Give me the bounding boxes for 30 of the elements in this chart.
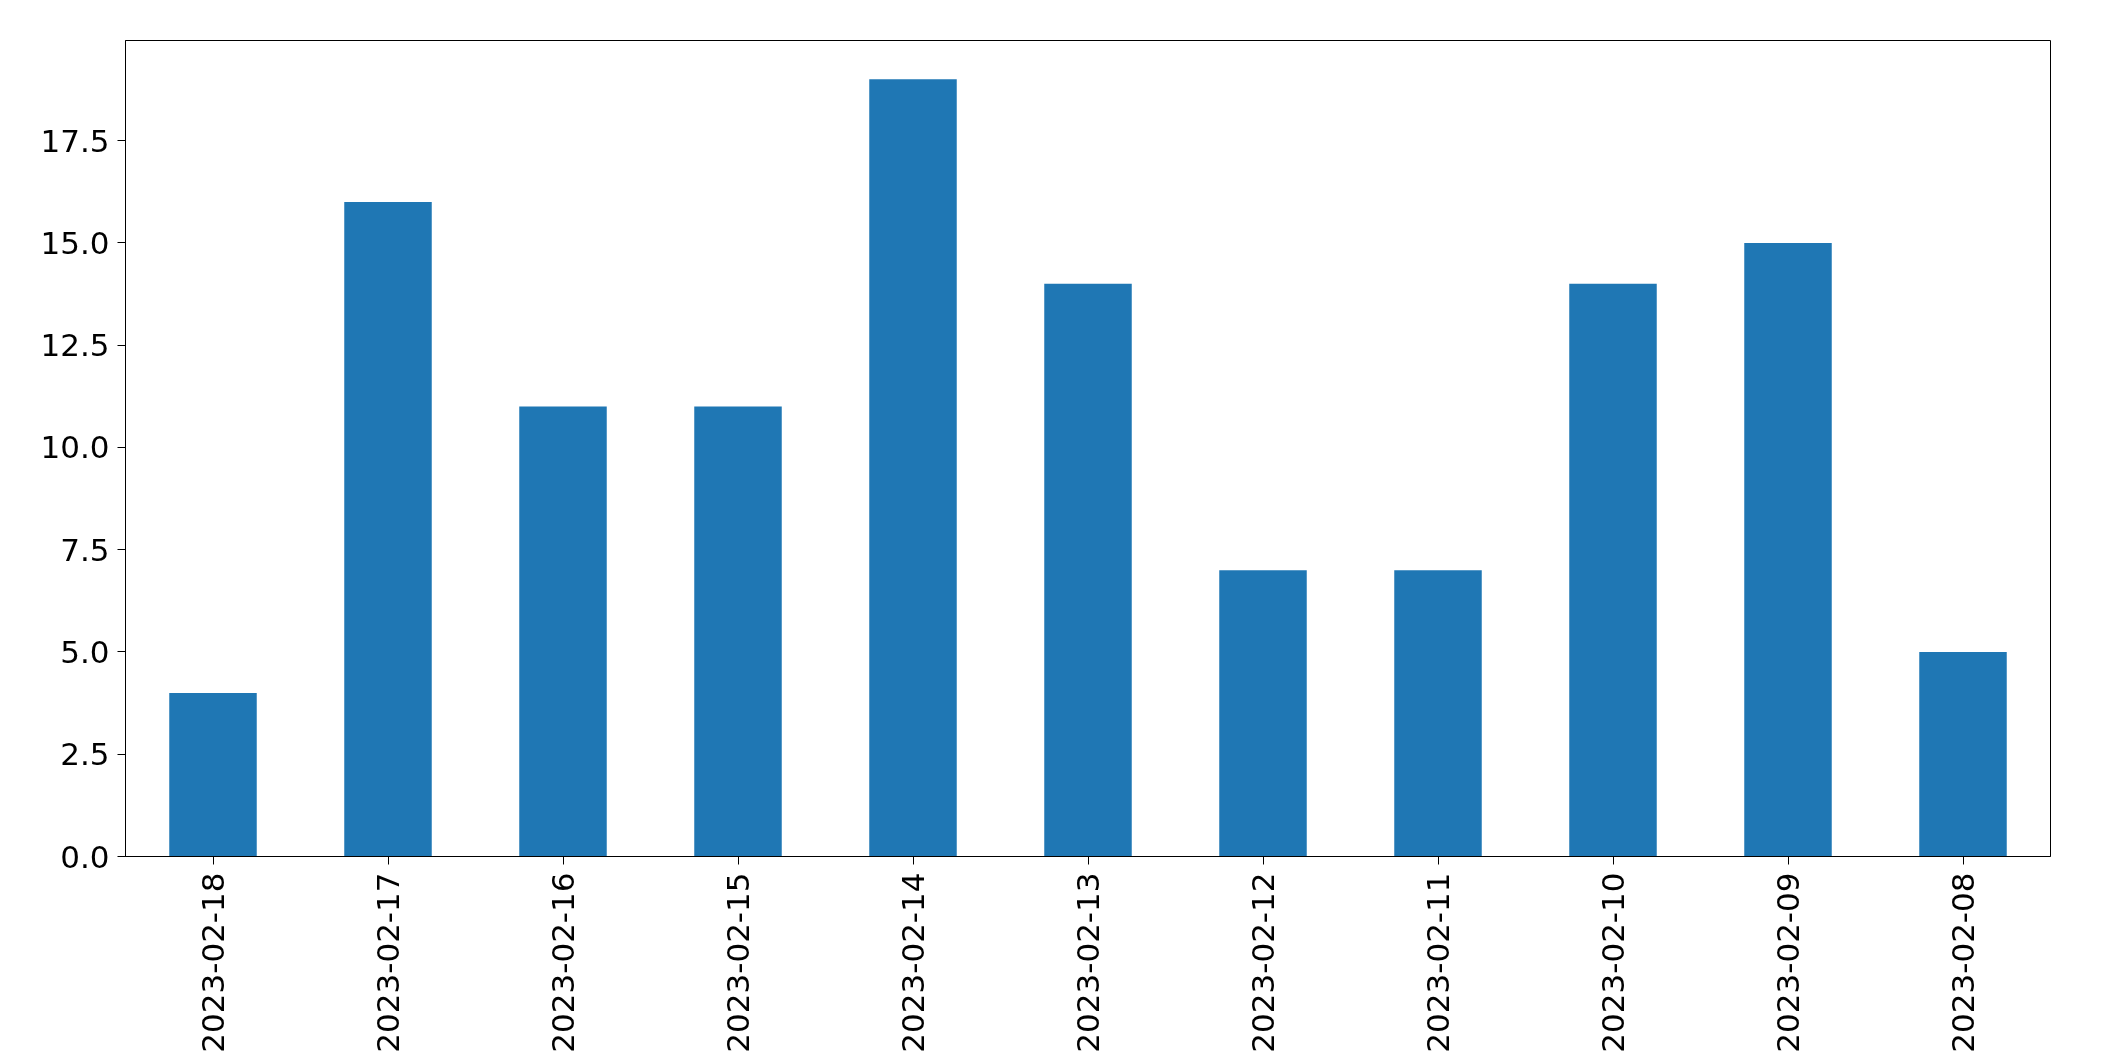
bar — [519, 406, 607, 857]
x-tick-label: 2023-02-10 — [1595, 872, 1631, 1053]
bar — [1569, 283, 1657, 857]
x-tick-label: 2023-02-17 — [370, 872, 406, 1053]
bar — [1744, 242, 1832, 857]
bar — [1394, 570, 1482, 857]
x-tick-label: 2023-02-14 — [895, 872, 931, 1053]
bar — [344, 202, 432, 857]
x-tick-label: 2023-02-08 — [1945, 872, 1981, 1053]
bar — [869, 79, 957, 857]
y-tick-label: 15.0 — [40, 224, 110, 261]
x-tick-label: 2023-02-15 — [720, 872, 756, 1053]
x-tick-label: 2023-02-16 — [545, 872, 581, 1053]
x-tick-label: 2023-02-09 — [1770, 872, 1806, 1053]
x-tick-label: 2023-02-12 — [1245, 872, 1281, 1053]
y-tick-label: 12.5 — [40, 327, 110, 364]
y-tick-label: 2.5 — [60, 736, 110, 773]
bar — [1219, 570, 1307, 857]
y-tick-label: 10.0 — [40, 429, 110, 466]
bar — [1044, 283, 1132, 857]
y-tick-label: 0.0 — [60, 838, 110, 875]
x-tick-label: 2023-02-11 — [1420, 872, 1456, 1053]
bar — [1919, 651, 2007, 857]
y-tick-label: 7.5 — [60, 531, 110, 568]
y-tick-label: 17.5 — [40, 122, 110, 159]
bar — [694, 406, 782, 857]
bar — [169, 692, 257, 857]
x-tick-label: 2023-02-13 — [1070, 872, 1106, 1053]
x-tick-label: 2023-02-18 — [195, 872, 231, 1053]
y-tick-label: 5.0 — [60, 633, 110, 670]
